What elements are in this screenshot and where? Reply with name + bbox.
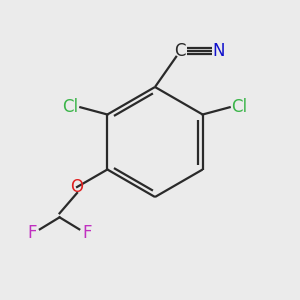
Text: C: C — [174, 42, 185, 60]
Text: O: O — [70, 178, 84, 196]
Text: F: F — [27, 224, 37, 242]
Text: F: F — [82, 224, 92, 242]
Text: N: N — [212, 42, 225, 60]
Text: Cl: Cl — [62, 98, 78, 116]
Text: Cl: Cl — [232, 98, 248, 116]
